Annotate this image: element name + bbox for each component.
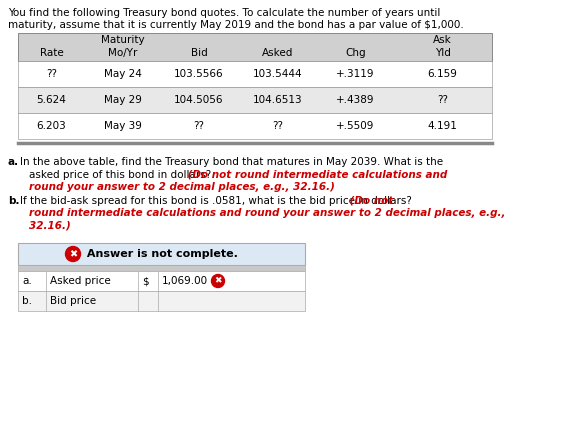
- Text: If the bid-ask spread for this bond is .0581, what is the bid price in dollars?: If the bid-ask spread for this bond is .…: [20, 196, 412, 205]
- Text: Bid: Bid: [191, 48, 207, 58]
- Text: May 29: May 29: [103, 95, 142, 105]
- Text: (Do not: (Do not: [346, 196, 393, 205]
- Bar: [18, 61, 492, 87]
- Text: Mo/Yr: Mo/Yr: [108, 48, 137, 58]
- Bar: [18, 271, 305, 291]
- Text: Rate: Rate: [40, 48, 64, 58]
- Bar: [18, 87, 492, 113]
- Text: Maturity: Maturity: [101, 35, 144, 45]
- Text: 32.16.): 32.16.): [29, 220, 71, 231]
- Text: ??: ??: [193, 121, 205, 131]
- Text: 103.5444: 103.5444: [253, 69, 303, 79]
- Text: 1,069.00: 1,069.00: [162, 276, 208, 286]
- Text: ✖: ✖: [69, 249, 77, 259]
- Text: May 24: May 24: [103, 69, 142, 79]
- Text: Yld: Yld: [434, 48, 450, 58]
- Text: In the above table, find the Treasury bond that matures in May 2039. What is the: In the above table, find the Treasury bo…: [20, 157, 443, 167]
- Text: 4.191: 4.191: [428, 121, 457, 131]
- Text: maturity, assume that it is currently May 2019 and the bond has a par value of $: maturity, assume that it is currently Ma…: [8, 20, 464, 30]
- Text: Bid price: Bid price: [50, 296, 96, 306]
- Text: Ask: Ask: [433, 35, 452, 45]
- Text: 6.159: 6.159: [428, 69, 457, 79]
- Text: ??: ??: [46, 69, 57, 79]
- Text: +.4389: +.4389: [336, 95, 375, 105]
- Text: asked price of this bond in dollars?: asked price of this bond in dollars?: [29, 169, 211, 179]
- Text: ??: ??: [437, 95, 448, 105]
- Text: Chg: Chg: [345, 48, 366, 58]
- Circle shape: [66, 247, 80, 262]
- Bar: [18, 113, 492, 139]
- Text: a.: a.: [8, 157, 19, 167]
- Bar: [18, 33, 492, 61]
- Text: +.5509: +.5509: [336, 121, 375, 131]
- Circle shape: [211, 274, 224, 288]
- Text: round intermediate calculations and round your answer to 2 decimal places, e.g.,: round intermediate calculations and roun…: [29, 208, 505, 218]
- Text: 104.5056: 104.5056: [174, 95, 224, 105]
- Text: $: $: [142, 276, 148, 286]
- Text: 5.624: 5.624: [37, 95, 66, 105]
- Text: 104.6513: 104.6513: [253, 95, 303, 105]
- Text: 6.203: 6.203: [37, 121, 66, 131]
- Text: round your answer to 2 decimal places, e.g., 32.16.): round your answer to 2 decimal places, e…: [29, 182, 335, 192]
- Text: b.: b.: [22, 296, 32, 306]
- Text: ??: ??: [273, 121, 283, 131]
- Text: (Do not round intermediate calculations and: (Do not round intermediate calculations …: [184, 169, 447, 179]
- Text: You find the following Treasury bond quotes. To calculate the number of years un: You find the following Treasury bond quo…: [8, 8, 441, 18]
- Bar: [18, 291, 305, 311]
- Bar: [18, 265, 305, 271]
- Text: May 39: May 39: [103, 121, 142, 131]
- Bar: [18, 243, 305, 265]
- Text: b.: b.: [8, 196, 20, 205]
- Text: a.: a.: [22, 276, 31, 286]
- Text: ✖: ✖: [214, 276, 222, 285]
- Text: Asked price: Asked price: [50, 276, 111, 286]
- Text: Asked: Asked: [262, 48, 294, 58]
- Text: Answer is not complete.: Answer is not complete.: [83, 249, 238, 259]
- Text: +.3119: +.3119: [336, 69, 375, 79]
- Text: 103.5566: 103.5566: [174, 69, 224, 79]
